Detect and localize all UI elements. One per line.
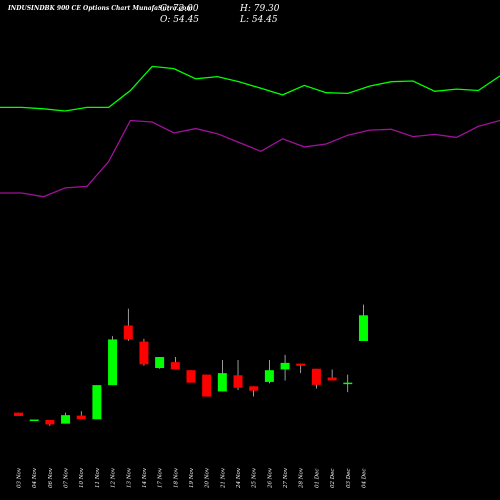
x-tick-label: 13 Nov — [126, 467, 132, 488]
x-tick-label: 18 Nov — [173, 467, 179, 488]
candle — [327, 369, 337, 381]
candle — [358, 304, 368, 341]
candle-body — [45, 419, 55, 425]
candle-body — [139, 341, 149, 365]
close-readout: C: 72.00 — [160, 4, 199, 14]
candle-body — [202, 374, 212, 397]
candle-body — [249, 386, 259, 391]
x-tick-label: 12 Nov — [111, 467, 117, 488]
x-tick-label: 24 Nov — [236, 467, 242, 489]
x-tick-label: 06 Nov — [48, 467, 54, 488]
candle-body — [217, 373, 227, 392]
candle — [92, 385, 102, 420]
x-tick-label: 14 Nov — [142, 467, 148, 488]
x-tick-label: 03 Dec — [346, 469, 352, 489]
candle-body — [14, 412, 23, 417]
high-readout: H: 79.30 — [240, 4, 280, 14]
x-tick-label: 01 Dec — [314, 469, 320, 489]
x-tick-label: 03 Nov — [17, 467, 23, 488]
candle — [76, 411, 86, 420]
open-readout: O: 54.45 — [160, 15, 200, 25]
candle — [45, 419, 55, 426]
candle — [155, 357, 165, 369]
x-tick-label: 11 Nov — [95, 467, 101, 488]
candle — [61, 412, 71, 424]
lower-band-line — [0, 119, 500, 198]
candle-body — [343, 382, 353, 385]
candle — [170, 357, 180, 370]
x-tick-label: 04 Dec — [361, 469, 367, 489]
candle-body — [92, 385, 102, 420]
candle-body — [123, 325, 133, 340]
candle — [202, 374, 212, 397]
bands-layer — [0, 65, 500, 198]
candle-body — [108, 339, 118, 386]
x-tick-label: 07 Nov — [64, 467, 70, 488]
candle — [29, 419, 39, 422]
candle-body — [76, 415, 86, 420]
candle — [108, 336, 118, 386]
candle-body — [186, 370, 196, 383]
candle — [217, 359, 227, 392]
candle-body — [280, 362, 290, 370]
candle — [14, 412, 23, 417]
x-tick-label: 04 Nov — [32, 467, 38, 488]
candle — [311, 368, 321, 389]
low-readout: L: 54.45 — [240, 15, 278, 25]
candle-body — [233, 375, 243, 388]
candle — [139, 338, 149, 366]
x-tick-label: 02 Dec — [330, 469, 336, 489]
candle-body — [61, 415, 71, 424]
candle — [123, 308, 133, 341]
x-tick-label: 20 Nov — [205, 467, 211, 489]
candle-body — [296, 363, 306, 366]
candle-body — [170, 362, 180, 370]
upper-band-line — [0, 65, 500, 112]
candles-layer — [14, 304, 368, 426]
x-axis: 03 Nov 04 Nov 06 Nov 07 Nov 10 Nov 11 Nov 12 N… — [17, 467, 368, 489]
candle — [296, 363, 306, 374]
x-tick-label: 10 Nov — [79, 467, 85, 488]
x-tick-label: 17 Nov — [158, 467, 164, 488]
candle — [280, 354, 290, 381]
candle — [343, 374, 353, 393]
candle — [186, 370, 196, 383]
candle-body — [29, 419, 39, 422]
candle-body — [358, 315, 368, 341]
x-tick-label: 27 Nov — [283, 467, 289, 489]
x-tick-label: 28 Nov — [299, 467, 305, 489]
candle — [233, 359, 243, 390]
chart-title: INDUSINDBK 900 CE Options Chart MunafaSu… — [8, 5, 193, 12]
x-tick-label: 19 Nov — [189, 467, 195, 488]
x-tick-label: 25 Nov — [252, 467, 258, 489]
candle-body — [311, 368, 321, 385]
candle-body — [327, 377, 337, 381]
x-tick-label: 26 Nov — [267, 467, 273, 489]
candle — [264, 359, 274, 384]
x-tick-label: 21 Nov — [220, 467, 226, 489]
candle — [249, 386, 259, 397]
candle-body — [264, 370, 274, 382]
candle-body — [155, 357, 165, 368]
